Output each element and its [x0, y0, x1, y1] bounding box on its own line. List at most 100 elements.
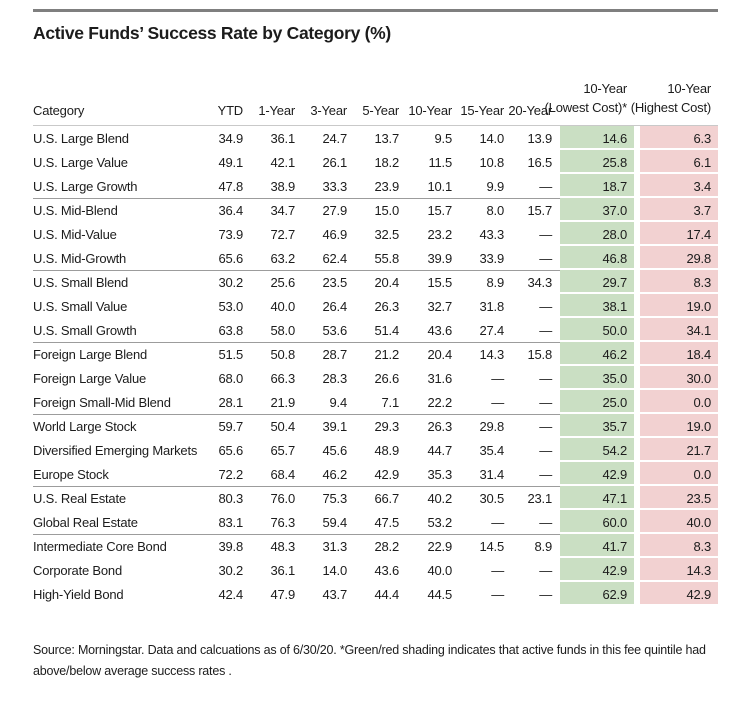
value-cell: 40.0 — [270, 298, 295, 314]
value-cell: 26.6 — [374, 370, 399, 386]
lowest-cost-cell: 42.9 — [560, 462, 634, 486]
value-cell: 15.0 — [347, 198, 399, 222]
column-spacer — [552, 390, 560, 414]
value-cell: 26.4 — [322, 298, 347, 314]
header-row: Category YTD 1-Year 3-Year 5-Year 10-Yea… — [33, 80, 718, 126]
value-cell: — — [539, 250, 552, 266]
value-cell: 55.8 — [374, 250, 399, 266]
value-cell: 68.4 — [270, 466, 295, 482]
top-rule — [33, 9, 718, 12]
value-cell: 50.4 — [243, 414, 295, 438]
value-cell: 58.0 — [270, 322, 295, 338]
column-spacer — [552, 270, 560, 294]
value-cell: — — [539, 562, 552, 578]
value-cell: 43.6 — [374, 562, 399, 578]
value-cell: 63.8 — [218, 322, 243, 338]
column-spacer — [552, 174, 560, 198]
value-cell: 72.2 — [218, 466, 243, 482]
table-row: U.S. Small Blend 30.2 25.6 23.5 20.4 15.5 8.9 3… — [33, 270, 718, 294]
highest-cost-cell: 21.7 — [640, 438, 718, 462]
value-cell: 44.7 — [427, 442, 452, 458]
value-cell: 39.8 — [193, 534, 243, 558]
highest-cost-cell: 40.0 — [640, 510, 718, 534]
highest-cost-cell: 6.1 — [640, 150, 718, 174]
value-cell: 23.5 — [295, 270, 347, 294]
value-cell: 47.5 — [374, 514, 399, 530]
table-row: U.S. Large Blend 34.9 36.1 24.7 13.7 9.5 14.0 1… — [33, 126, 718, 150]
column-spacer — [552, 246, 560, 270]
value-cell: 53.0 — [218, 298, 243, 314]
value-cell: 75.3 — [295, 486, 347, 510]
column-spacer — [552, 510, 560, 534]
value-cell: 21.2 — [347, 342, 399, 366]
value-cell: 43.6 — [427, 322, 452, 338]
value-cell: 50.8 — [243, 342, 295, 366]
value-cell: 14.3 — [452, 342, 504, 366]
table-row: Intermediate Core Bond 39.8 48.3 31.3 28.2 22… — [33, 534, 718, 558]
value-cell: 26.3 — [374, 298, 399, 314]
lowest-cost-cell: 41.7 — [560, 534, 634, 558]
category-cell: World Large Stock — [33, 414, 193, 438]
value-cell: — — [539, 586, 552, 602]
highest-cost-cell: 8.3 — [640, 270, 718, 294]
table-row: U.S. Small Value 53.0 40.0 26.4 26.3 32.7 31.8… — [33, 294, 718, 318]
value-cell: 11.5 — [428, 154, 452, 170]
value-cell: 25.6 — [243, 270, 295, 294]
value-cell: — — [491, 370, 504, 386]
category-cell: Foreign Large Value — [33, 370, 147, 386]
value-cell: 80.3 — [193, 486, 243, 510]
column-spacer — [552, 438, 560, 462]
value-cell: 59.4 — [322, 514, 347, 530]
table-row: Corporate Bond 30.2 36.1 14.0 43.6 40.0 — — 42.9… — [33, 558, 718, 582]
value-cell: 42.4 — [218, 586, 243, 602]
value-cell: 32.7 — [427, 298, 452, 314]
source-note: Source: Morningstar. Data and calcuation… — [33, 643, 706, 679]
category-cell: Diversified Emerging Markets — [33, 442, 198, 458]
lowest-cost-cell: 42.9 — [560, 558, 634, 582]
value-cell: 27.9 — [295, 198, 347, 222]
table-body: U.S. Large Blend 34.9 36.1 24.7 13.7 9.5 14.0 1… — [33, 126, 718, 606]
highest-cost-cell: 29.8 — [640, 246, 718, 270]
category-cell: U.S. Large Growth — [33, 178, 138, 194]
highest-cost-cell: 0.0 — [640, 390, 718, 414]
value-cell: — — [539, 466, 552, 482]
table-row: World Large Stock 59.7 50.4 39.1 29.3 26.3 29.… — [33, 414, 718, 438]
value-cell: — — [491, 514, 504, 530]
value-cell: 35.3 — [427, 466, 452, 482]
value-cell: 13.7 — [374, 130, 399, 146]
lowest-cost-cell: 47.1 — [560, 486, 634, 510]
value-cell: 28.2 — [347, 534, 399, 558]
column-spacer — [552, 342, 560, 366]
highest-cost-cell: 19.0 — [640, 414, 718, 438]
col-header-10-year-lowest-cost: 10-Year (Lowest Cost)* — [545, 80, 634, 126]
value-cell: — — [539, 226, 552, 242]
value-cell: 31.3 — [295, 534, 347, 558]
col-header-ytd: YTD — [193, 80, 243, 126]
column-spacer — [552, 486, 560, 510]
table-row: U.S. Mid-Blend 36.4 34.7 27.9 15.0 15.7 8.0 15.… — [33, 198, 718, 222]
value-cell: 30.2 — [193, 270, 243, 294]
value-cell: 39.9 — [427, 250, 452, 266]
highest-cost-cell: 3.7 — [640, 198, 718, 222]
value-cell: — — [539, 394, 552, 410]
col-header-1-year: 1-Year — [243, 80, 295, 126]
value-cell: 34.3 — [504, 270, 552, 294]
value-cell: 40.2 — [399, 486, 452, 510]
highest-cost-cell: 23.5 — [640, 486, 718, 510]
table-row: High-Yield Bond 42.4 47.9 43.7 44.4 44.5 — — 62.… — [33, 582, 718, 606]
value-cell: 65.6 — [218, 442, 243, 458]
table-header: Category YTD 1-Year 3-Year 5-Year 10-Yea… — [33, 80, 718, 126]
lowest-cost-cell: 60.0 — [560, 510, 634, 534]
table-row: U.S. Large Growth 47.8 38.9 33.3 23.9 10.1 9.9… — [33, 174, 718, 198]
category-cell: Global Real Estate — [33, 514, 138, 530]
lowest-cost-cell: 25.8 — [560, 150, 634, 174]
highest-cost-cell: 14.3 — [640, 558, 718, 582]
category-cell: Foreign Large Blend — [33, 342, 193, 366]
value-cell: 13.9 — [527, 130, 552, 146]
value-cell: 39.1 — [295, 414, 347, 438]
value-cell: 10.8 — [479, 154, 504, 170]
value-cell: 65.6 — [218, 250, 243, 266]
lowest-cost-cell: 46.8 — [560, 246, 634, 270]
value-cell: 34.7 — [243, 198, 295, 222]
lowest-cost-cell: 25.0 — [560, 390, 634, 414]
